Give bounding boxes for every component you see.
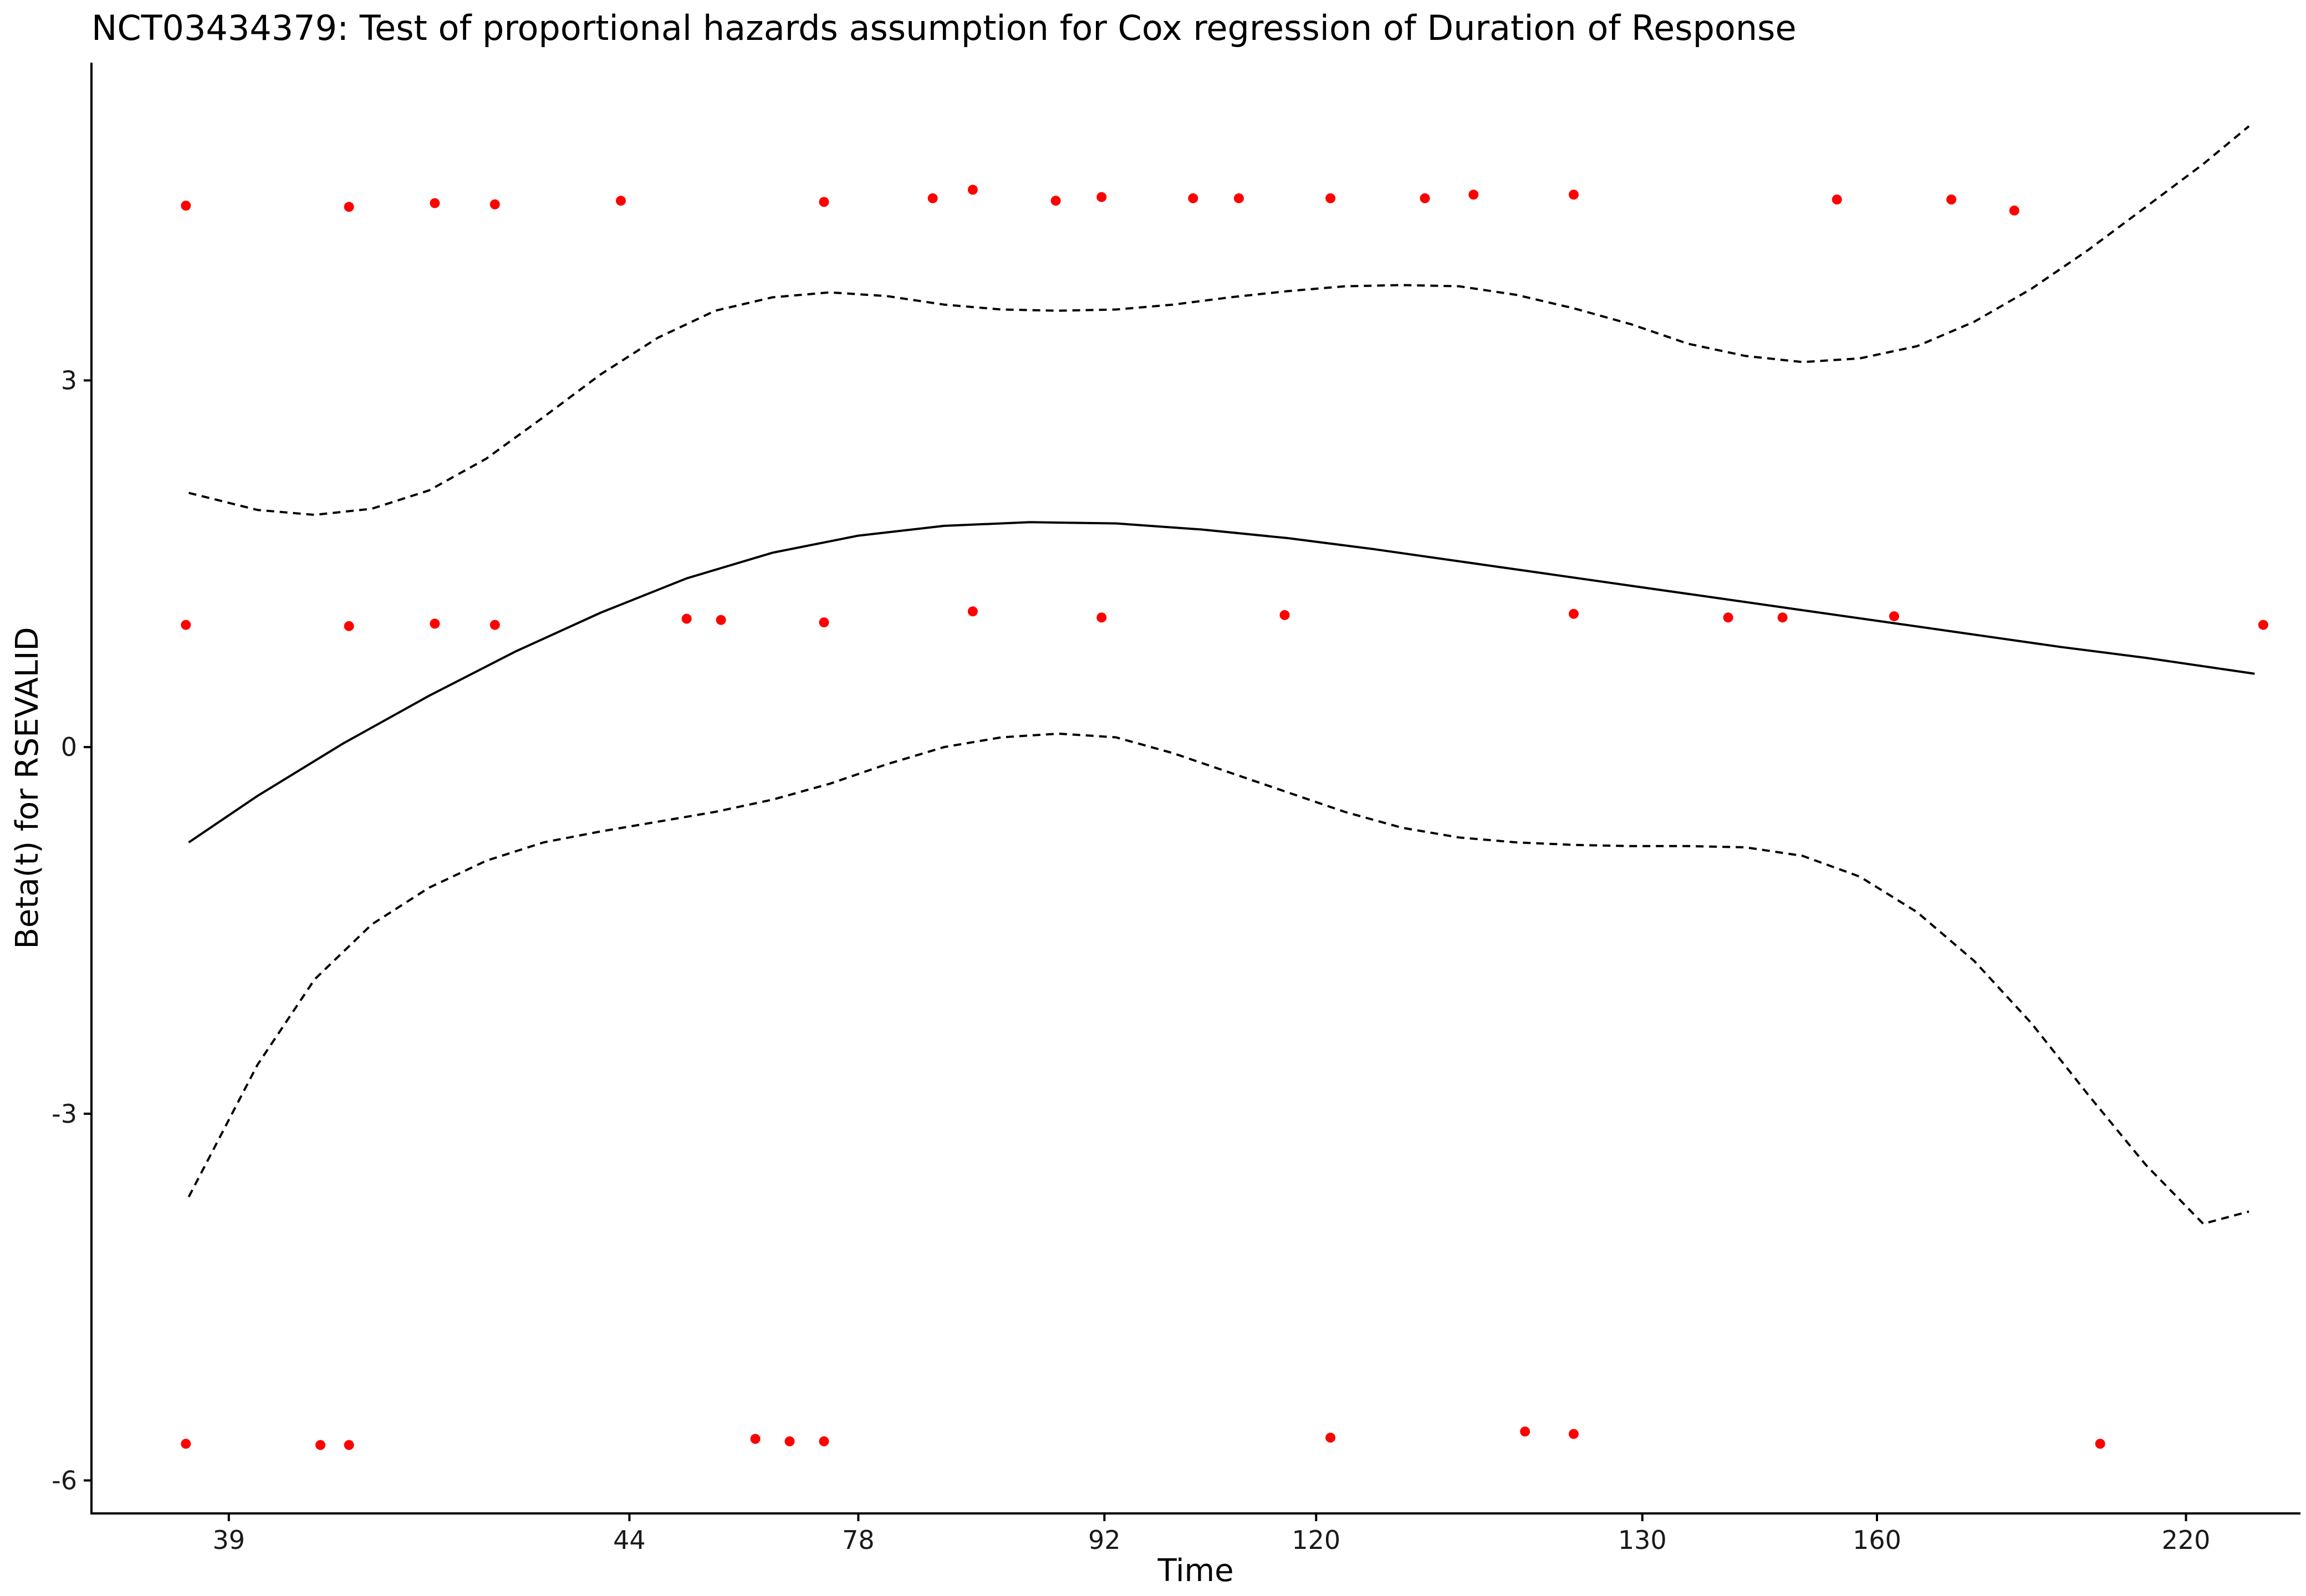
residual-point xyxy=(181,620,191,630)
residual-point xyxy=(1325,193,1336,203)
residual-point xyxy=(1946,195,1957,204)
residual-point xyxy=(1568,608,1579,619)
residual-point xyxy=(489,620,500,630)
residual-point xyxy=(2258,620,2268,630)
residual-point xyxy=(430,198,440,208)
residual-point xyxy=(750,1434,761,1444)
fitted-lines xyxy=(187,125,2255,1225)
residual-point xyxy=(1889,611,1899,622)
residual-point xyxy=(1520,1426,1530,1437)
residual-point xyxy=(1233,193,1244,203)
residual-point xyxy=(344,202,354,212)
residual-point xyxy=(430,618,440,629)
x-tick-label: 39 xyxy=(212,1525,245,1555)
residual-point xyxy=(489,199,500,209)
confidence-band-line xyxy=(188,125,2250,516)
x-axis-label: Time xyxy=(1157,1553,1233,1589)
beta-estimate-line xyxy=(188,521,2255,843)
y-tick-label: -3 xyxy=(52,1099,77,1129)
residual-point xyxy=(1723,612,1733,623)
residual-point xyxy=(927,193,938,203)
residual-point xyxy=(2095,1439,2105,1449)
residual-point xyxy=(1777,612,1788,623)
residual-point xyxy=(315,1440,325,1450)
residual-point xyxy=(681,613,692,624)
residual-point xyxy=(2009,205,2019,216)
residual-point xyxy=(1831,195,1842,204)
x-tick-label: 120 xyxy=(1292,1525,1340,1555)
residual-point xyxy=(181,1439,191,1449)
y-axis-ticks: -6 -3 0 3 xyxy=(52,365,91,1495)
chart-title: NCT03434379: Test of proportional hazard… xyxy=(91,8,1797,48)
residual-point xyxy=(819,1436,829,1446)
residual-point xyxy=(181,201,191,211)
residual-point xyxy=(1279,610,1290,620)
residual-point xyxy=(1096,612,1107,623)
y-tick-label: 0 xyxy=(61,732,77,762)
residual-point xyxy=(1188,193,1198,203)
x-tick-label: 92 xyxy=(1088,1525,1121,1555)
residual-point xyxy=(1568,190,1579,200)
x-tick-label: 220 xyxy=(2162,1525,2211,1555)
residual-point xyxy=(1568,1429,1579,1439)
x-tick-label: 44 xyxy=(613,1525,646,1555)
residual-point xyxy=(819,197,829,207)
residual-point xyxy=(716,615,726,625)
x-tick-label: 130 xyxy=(1618,1525,1667,1555)
residual-point xyxy=(1096,192,1107,202)
residual-point xyxy=(344,1440,354,1450)
x-axis-ticks: 39 44 78 92 120 130 160 220 xyxy=(212,1513,2210,1555)
y-tick-label: 3 xyxy=(61,365,77,395)
residual-point xyxy=(1325,1433,1336,1443)
residual-point xyxy=(344,621,354,631)
y-tick-label: -6 xyxy=(52,1465,77,1495)
y-axis-label: Beta(t) for RSEVALID xyxy=(9,627,45,949)
x-tick-label: 78 xyxy=(842,1525,875,1555)
confidence-band-line xyxy=(187,732,2249,1225)
residual-point xyxy=(784,1436,795,1446)
residual-point xyxy=(1468,190,1479,200)
residual-point xyxy=(967,606,978,617)
residual-points xyxy=(181,185,2268,1450)
residual-point xyxy=(616,196,626,206)
x-tick-label: 160 xyxy=(1853,1525,1901,1555)
residual-point xyxy=(967,185,978,195)
residual-point xyxy=(1420,193,1430,203)
residual-point xyxy=(819,617,829,628)
residual-point xyxy=(1050,196,1061,206)
